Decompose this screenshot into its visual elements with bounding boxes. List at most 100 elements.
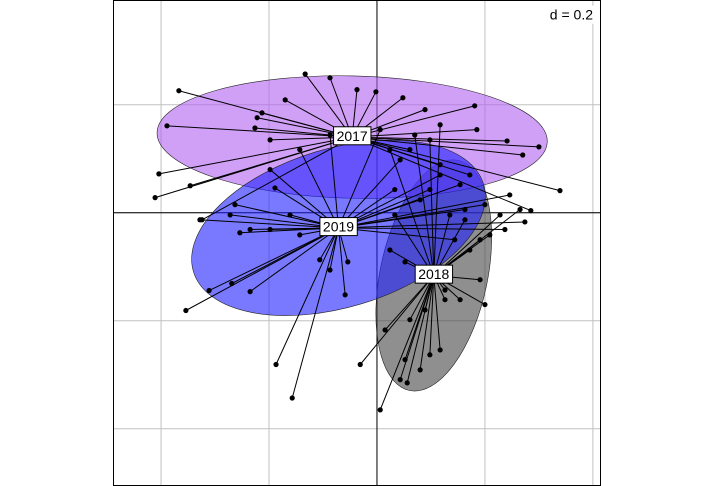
point bbox=[397, 157, 403, 163]
point bbox=[206, 287, 212, 294]
star-line bbox=[337, 227, 346, 295]
point bbox=[392, 186, 398, 193]
point bbox=[373, 89, 379, 95]
point bbox=[302, 71, 308, 77]
star-line bbox=[299, 149, 339, 229]
point bbox=[354, 87, 360, 93]
star-line bbox=[433, 124, 441, 276]
point bbox=[522, 219, 528, 225]
point bbox=[557, 188, 563, 194]
class-label-box bbox=[414, 264, 454, 284]
class-label-box bbox=[333, 126, 372, 146]
star-line bbox=[338, 227, 505, 230]
point bbox=[164, 123, 170, 129]
point bbox=[156, 171, 162, 177]
point bbox=[487, 232, 493, 238]
point bbox=[437, 347, 443, 353]
point bbox=[474, 127, 480, 133]
point bbox=[467, 172, 473, 178]
class-label: 2018 bbox=[418, 266, 449, 282]
star-line bbox=[419, 275, 435, 370]
star-line bbox=[338, 184, 461, 229]
star-line bbox=[199, 219, 339, 229]
star-line bbox=[275, 227, 339, 365]
star-line bbox=[231, 227, 339, 284]
point bbox=[520, 152, 526, 158]
point bbox=[427, 137, 433, 143]
point bbox=[452, 237, 458, 243]
point bbox=[289, 395, 295, 401]
point bbox=[400, 95, 406, 101]
star-line bbox=[359, 275, 435, 365]
point bbox=[412, 132, 418, 138]
star-line bbox=[338, 129, 381, 229]
point bbox=[237, 230, 243, 236]
star-line bbox=[249, 227, 339, 293]
point bbox=[457, 182, 463, 188]
star-line bbox=[352, 136, 523, 156]
point bbox=[417, 367, 423, 373]
point bbox=[382, 327, 388, 333]
point bbox=[536, 144, 542, 150]
point bbox=[467, 247, 473, 253]
point bbox=[477, 277, 483, 283]
point bbox=[507, 192, 513, 198]
star-line bbox=[338, 227, 455, 241]
point bbox=[417, 197, 423, 203]
star-line bbox=[208, 227, 339, 291]
point bbox=[392, 212, 398, 218]
star-line bbox=[158, 136, 353, 175]
point bbox=[437, 172, 443, 178]
star-line bbox=[190, 136, 353, 187]
point bbox=[152, 195, 158, 201]
class-label: 2019 bbox=[323, 219, 354, 235]
point bbox=[422, 107, 428, 113]
point bbox=[229, 280, 235, 287]
point bbox=[447, 212, 453, 218]
point bbox=[502, 226, 508, 233]
point bbox=[197, 217, 203, 223]
point bbox=[232, 202, 238, 208]
star-line bbox=[201, 136, 353, 221]
point bbox=[407, 146, 413, 153]
point bbox=[254, 115, 260, 121]
point bbox=[267, 166, 273, 173]
star-line bbox=[291, 227, 339, 399]
point bbox=[387, 146, 393, 153]
point bbox=[404, 380, 410, 386]
point bbox=[282, 97, 288, 103]
point bbox=[422, 307, 428, 313]
point bbox=[345, 259, 351, 265]
point bbox=[287, 212, 293, 218]
grid-label: d = 0.2 bbox=[550, 7, 593, 23]
point bbox=[427, 352, 433, 358]
point bbox=[387, 247, 393, 253]
point bbox=[402, 259, 408, 265]
point bbox=[247, 289, 253, 295]
star-line bbox=[352, 136, 539, 148]
point bbox=[442, 287, 448, 293]
point bbox=[504, 138, 510, 144]
point bbox=[462, 206, 468, 213]
point bbox=[317, 257, 323, 263]
point bbox=[176, 88, 182, 94]
star-line bbox=[338, 194, 510, 229]
point bbox=[327, 132, 333, 138]
point bbox=[482, 202, 488, 208]
point bbox=[472, 103, 478, 109]
point bbox=[442, 297, 448, 303]
point bbox=[342, 292, 348, 298]
point bbox=[327, 267, 333, 273]
point bbox=[273, 361, 279, 368]
point bbox=[357, 361, 363, 368]
point bbox=[272, 185, 278, 191]
point bbox=[437, 162, 443, 168]
point bbox=[517, 206, 523, 213]
point bbox=[227, 212, 233, 218]
star-line bbox=[433, 209, 521, 276]
point bbox=[297, 232, 303, 238]
point bbox=[187, 183, 193, 189]
point bbox=[252, 125, 258, 131]
